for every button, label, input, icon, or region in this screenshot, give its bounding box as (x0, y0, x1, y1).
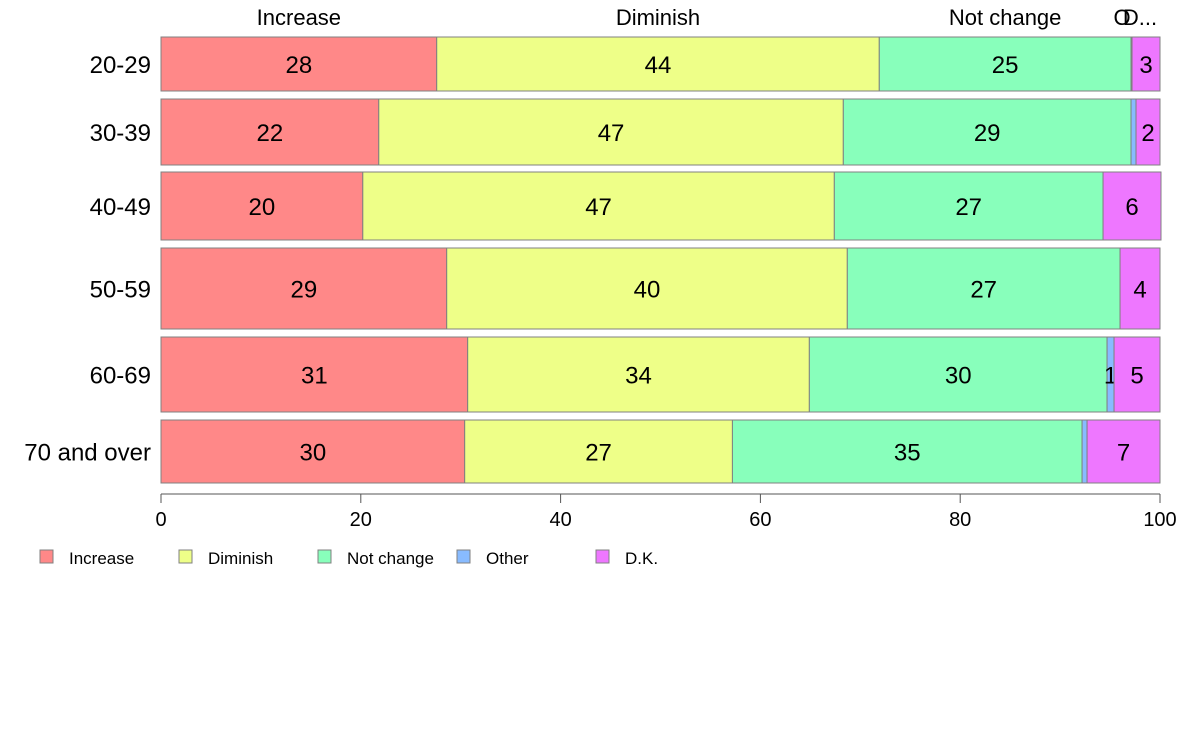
data-label: 3 (1139, 52, 1152, 79)
data-label: 2 (1141, 120, 1154, 147)
column-header: O (1113, 5, 1130, 30)
data-label: 47 (585, 194, 612, 221)
y-tick-label: 40-49 (90, 194, 151, 221)
legend-swatch (39, 549, 54, 564)
legend-label: Increase (69, 549, 134, 568)
legend-label: D.K. (625, 549, 658, 568)
data-label: 20 (249, 194, 276, 221)
bar-segment (1131, 36, 1161, 92)
bar-segment (833, 171, 1104, 241)
bar-segment (160, 419, 466, 484)
column-header: Increase (257, 5, 341, 30)
bar-segment (842, 98, 1132, 166)
data-label: 6 (1125, 194, 1138, 221)
bar-segment (362, 171, 835, 241)
data-label: 5 (1130, 363, 1143, 390)
plot-area: 28 44 25 322 47 29 220 47 27 629 40 27 431 34 30 1 530 27… (160, 36, 1162, 484)
x-tick-label: 100 (1143, 509, 1176, 531)
bar-segment (1113, 336, 1161, 413)
data-label: 25 (992, 52, 1019, 79)
bar-segment (1119, 247, 1161, 330)
data-label: 44 (645, 52, 672, 79)
column-header: Diminish (616, 5, 700, 30)
data-label: 27 (970, 277, 997, 304)
y-tick-label: 60-69 (90, 363, 151, 390)
data-label: 28 (286, 52, 313, 79)
data-label: 31 (301, 363, 328, 390)
y-tick-label: 30-39 (90, 120, 151, 147)
bar-segment (1135, 98, 1161, 166)
data-label: 40 (634, 277, 661, 304)
legend-swatch (317, 549, 332, 564)
bar-segment (731, 419, 1083, 484)
legend-swatch (595, 549, 610, 564)
bar-segment (846, 247, 1121, 330)
data-label: 22 (257, 120, 284, 147)
bar-segment (160, 247, 448, 330)
legend-label: Diminish (208, 549, 273, 568)
bar-segment (467, 336, 810, 413)
data-label: 29 (291, 277, 318, 304)
data-label: 7 (1117, 440, 1130, 467)
bar-segment (1130, 98, 1137, 166)
legend: Increase Diminish Not change Other D.K. (39, 549, 658, 568)
bar-segment (436, 36, 880, 92)
data-label: 34 (625, 363, 652, 390)
legend-swatch (178, 549, 193, 564)
bar-segment (160, 171, 364, 241)
bar-segment (160, 336, 469, 413)
data-label: 4 (1133, 277, 1146, 304)
data-label: 35 (894, 440, 921, 467)
bar-segment (446, 247, 848, 330)
x-tick-label: 40 (549, 509, 571, 531)
data-label: 30 (945, 363, 972, 390)
bar-segment (1081, 419, 1088, 484)
legend-label: Other (486, 549, 529, 568)
x-tick-label: 20 (350, 509, 372, 531)
bar-segment (378, 98, 844, 166)
data-label: 27 (955, 194, 982, 221)
column-header: D... (1123, 5, 1157, 30)
x-tick-label: 60 (749, 509, 771, 531)
column-header-labels: Increase Diminish Not change OD... (257, 5, 1157, 30)
x-tick-label: 80 (949, 509, 971, 531)
legend-swatch (456, 549, 471, 564)
x-axis: 0 20 40 60 80 100 (155, 493, 1177, 531)
y-tick-label: 70 and over (24, 440, 151, 467)
column-header: Not change (949, 5, 1062, 30)
bar-segment (464, 419, 733, 484)
data-label: 27 (585, 440, 612, 467)
x-tick-label: 0 (155, 509, 166, 531)
data-label: 29 (974, 120, 1001, 147)
y-tick-label: 20-29 (90, 52, 151, 79)
data-label: 30 (299, 440, 326, 467)
bar-segment (160, 98, 380, 166)
bar-segment (1102, 171, 1162, 241)
y-axis: 20-29 30-39 40-49 50-59 60-69 70 and over (24, 52, 151, 467)
data-label: 47 (598, 120, 625, 147)
y-tick-label: 50-59 (90, 277, 151, 304)
bar-segment (1086, 419, 1161, 484)
legend-label: Not change (347, 549, 434, 568)
